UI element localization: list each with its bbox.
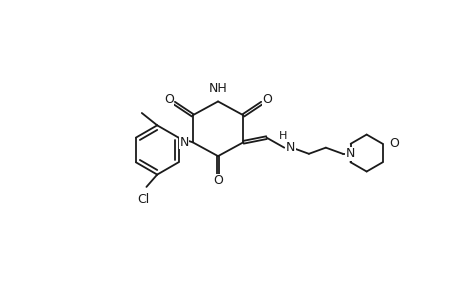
Text: O: O [262,93,272,106]
Text: N: N [179,136,188,149]
Text: N: N [345,147,354,160]
Text: H: H [278,131,286,141]
Text: NH: NH [208,82,227,94]
Text: O: O [213,174,223,187]
Text: O: O [163,93,174,106]
Text: O: O [388,137,398,150]
Text: N: N [285,141,295,154]
Text: Cl: Cl [137,193,149,206]
